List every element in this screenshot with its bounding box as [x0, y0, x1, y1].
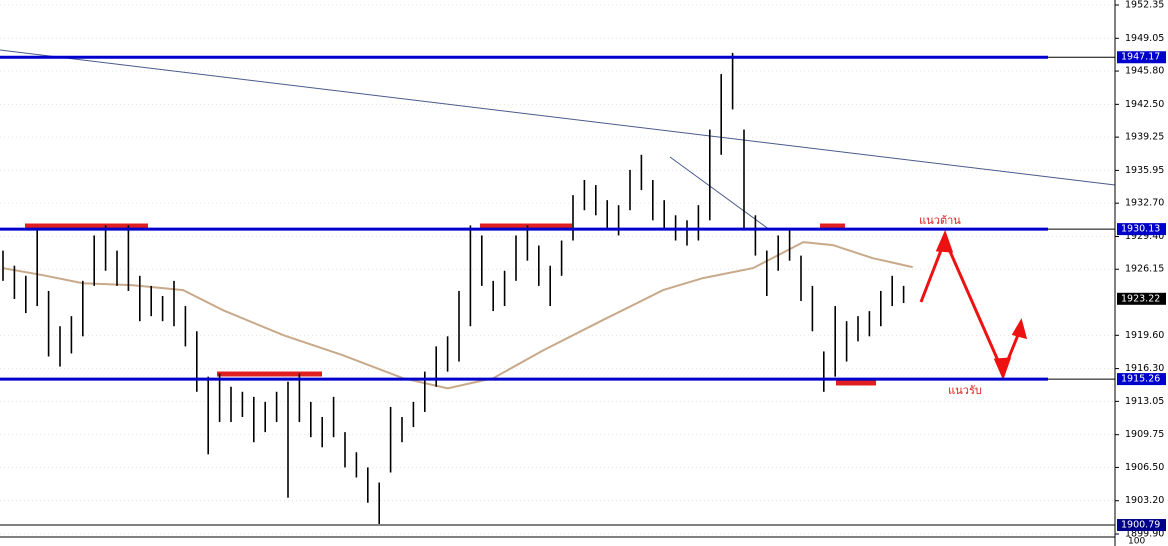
- y-tick-label: 1945.80: [1125, 66, 1164, 77]
- forecast-arrows: [919, 229, 1028, 381]
- level-label-bg: [1117, 223, 1166, 236]
- zone-markers: [25, 223, 876, 386]
- y-tick-label: 1952.35: [1125, 0, 1164, 11]
- y-tick-label: 1935.95: [1125, 165, 1164, 176]
- level-label: 1947.17: [1121, 52, 1160, 63]
- level-label-bg: [1117, 51, 1166, 64]
- trend-line: [0, 49, 1116, 186]
- level-label-bg: [1117, 373, 1166, 386]
- y-tick-label: 1909.75: [1125, 429, 1164, 440]
- y-tick-label: 1919.60: [1125, 330, 1164, 341]
- current-price-label: 1923.22: [1121, 293, 1160, 304]
- annotation: แนวรับ: [948, 384, 982, 397]
- y-tick-label: 1926.15: [1125, 264, 1164, 275]
- subwindow-label: 100: [1128, 537, 1145, 546]
- y-tick-label: 1899.90: [1125, 529, 1164, 540]
- y-tick-label: 1939.25: [1125, 132, 1164, 143]
- trend-line: [669, 156, 771, 231]
- y-tick-label: 1906.50: [1125, 462, 1164, 473]
- y-tick-label: 1913.05: [1125, 396, 1164, 407]
- y-tick-label: 1903.20: [1125, 495, 1164, 506]
- level-label: 1900.79: [1121, 520, 1160, 531]
- current-price-bg: [1117, 292, 1166, 305]
- level-label: 1915.26: [1121, 374, 1160, 385]
- y-tick-label: 1929.40: [1125, 231, 1164, 242]
- y-tick-label: 1932.70: [1125, 198, 1164, 209]
- y-tick-label: 1942.50: [1125, 99, 1164, 110]
- level-label: 1930.13: [1121, 224, 1160, 235]
- y-tick-label: 1949.05: [1125, 33, 1164, 44]
- level-label-bg: [1117, 519, 1166, 532]
- annotation: แนวต้าน: [919, 214, 961, 227]
- y-tick-label: 1916.30: [1125, 363, 1164, 374]
